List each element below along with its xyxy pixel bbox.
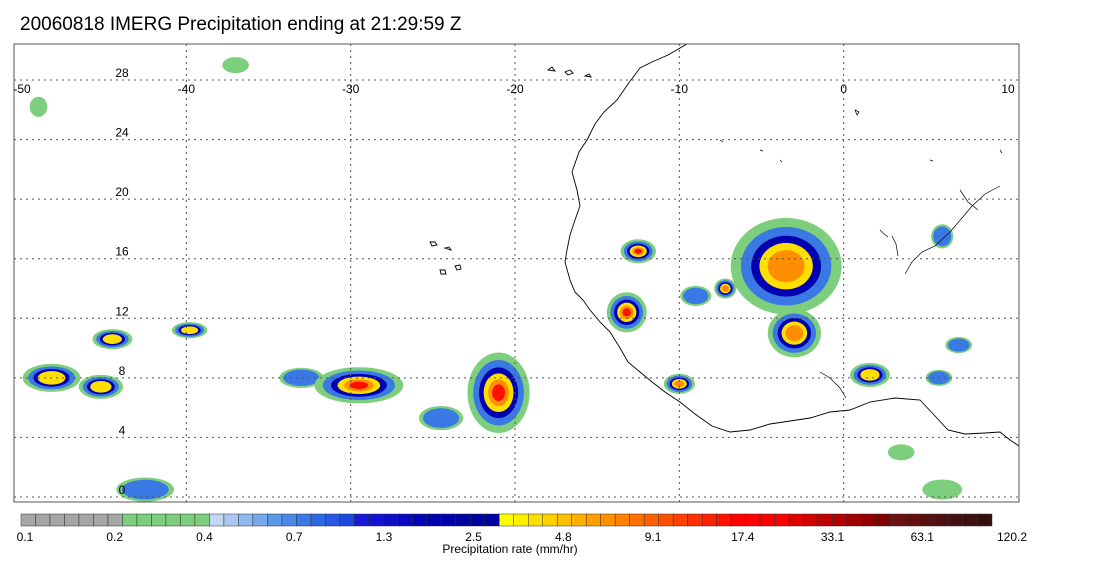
lon-tick-label: -10 (671, 82, 689, 96)
precip-cell (849, 362, 890, 387)
precip-cell (418, 406, 464, 431)
lon-tick-label: -40 (178, 82, 196, 96)
niger-river (819, 185, 1001, 399)
precip-cell (680, 285, 712, 306)
lat-tick-label: 4 (119, 423, 126, 437)
colorbar-tick-label: 0.7 (286, 530, 303, 544)
precip-cell (92, 329, 133, 350)
colorbar-tick-label: 120.2 (997, 530, 1027, 544)
precip-cell (767, 309, 821, 358)
canary-islands (546, 66, 592, 78)
plot-frame (13, 43, 1020, 503)
lat-tick-label: 12 (115, 304, 129, 318)
lat-tick-label: 24 (115, 126, 129, 140)
lon-tick-label: -30 (342, 82, 360, 96)
precip-cell (945, 337, 973, 354)
colorbar-tick-label: 33.1 (821, 530, 845, 544)
colorbar-tick-label: 0.2 (106, 530, 123, 544)
lat-tick-label: 8 (119, 364, 126, 378)
lon-tick-label: 10 (1001, 82, 1015, 96)
precipitation-layer (22, 57, 973, 502)
longitude-labels: -50 -40 -30 -20 -10 0 10 (13, 82, 1015, 96)
precip-cell (29, 96, 48, 117)
colorbar-tick-label: 63.1 (911, 530, 935, 544)
colorbar-tick-label: 17.4 (731, 530, 755, 544)
lat-tick-label: 20 (115, 185, 129, 199)
inland-lakes (719, 109, 1003, 257)
lon-tick-label: -50 (13, 82, 31, 96)
precip-cell (606, 292, 647, 333)
precip-cell (620, 239, 656, 264)
colorbar-tick-label: 2.5 (465, 530, 482, 544)
precip-cell (663, 373, 695, 394)
latitude-labels: 28 24 20 16 12 8 4 0 (115, 66, 129, 497)
west-africa-coastline (564, 44, 1019, 447)
map-title: 20060818 IMERG Precipitation ending at 2… (20, 14, 462, 35)
precip-cell (78, 374, 124, 399)
colorbar-tick-label: 1.3 (376, 530, 393, 544)
precip-cell (730, 217, 842, 315)
colorbar-tick-label: 9.1 (645, 530, 662, 544)
precip-cell (922, 479, 963, 500)
precip-cell (467, 352, 530, 433)
lat-tick-label: 16 (115, 245, 129, 259)
colorbar-label: Precipitation rate (mm/hr) (442, 542, 577, 556)
precip-cell (887, 444, 915, 461)
lat-tick-label: 0 (119, 483, 126, 497)
lon-tick-label: -20 (506, 82, 524, 96)
colorbar-tick-label: 0.1 (17, 530, 34, 544)
colorbar-tick-label: 4.8 (555, 530, 572, 544)
precip-cell (222, 57, 249, 74)
precip-cell (931, 224, 954, 249)
lon-tick-label: 0 (840, 82, 847, 96)
precip-cell (314, 367, 404, 404)
precip-cell (116, 477, 175, 502)
precip-cell (171, 322, 208, 339)
precip-cell (714, 278, 737, 299)
precip-cell (279, 367, 324, 388)
graticule (14, 44, 1019, 502)
coastline-layer (429, 44, 1019, 447)
precipitation-map: -50 -40 -30 -20 -10 0 10 28 24 20 16 12 8 4 0 (13, 43, 1020, 503)
colorbar-tick-labels: 0.1 0.2 0.4 0.7 1.3 2.5 4.8 9.1 17.4 33.1 63.1 120.… (17, 530, 1028, 544)
lat-tick-label: 28 (115, 66, 129, 80)
colorbar-tick-label: 0.4 (196, 530, 213, 544)
cape-verde-islands (429, 241, 462, 275)
